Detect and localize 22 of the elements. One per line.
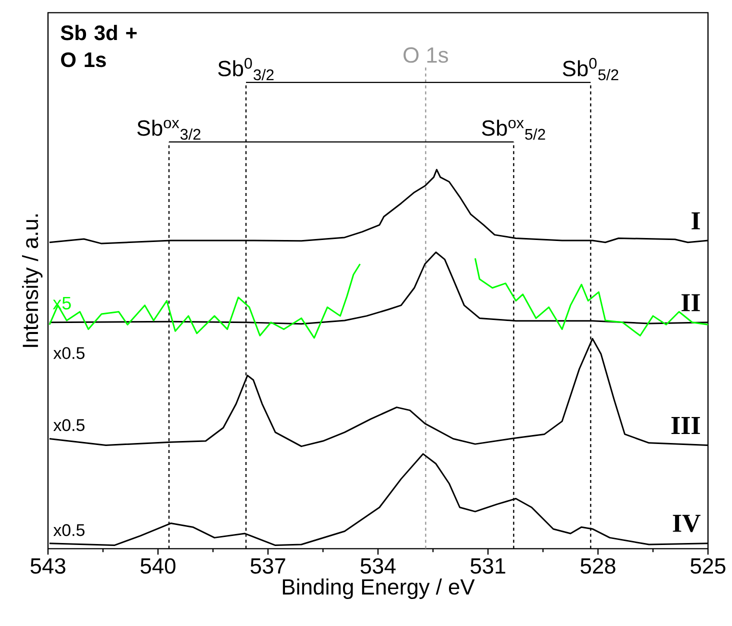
ref-line-label: Sb$^{0}$3/2 xyxy=(218,58,274,80)
chart-title: Sb 3d + O 1s xyxy=(60,24,137,68)
x-tick-label: 540 xyxy=(140,558,176,574)
x-axis-title: Binding Energy / eV xyxy=(282,578,475,599)
annotation: x0.5 xyxy=(53,419,84,432)
x-tick-label: 537 xyxy=(250,558,286,574)
x-tick-label: 531 xyxy=(470,558,506,574)
series-label: IV xyxy=(672,514,701,532)
x-tick-label: 534 xyxy=(360,558,396,574)
x-tick-label: 525 xyxy=(690,558,726,574)
x-tick-label: 528 xyxy=(580,558,616,574)
series-label: I xyxy=(692,212,700,230)
annotation: x0.5 xyxy=(53,347,84,360)
annotation: x0.5 xyxy=(53,524,84,536)
x-tick-label: 543 xyxy=(30,558,66,574)
ref-line-label: Sb$^{0}$5/2 xyxy=(562,58,618,80)
y-axis-title: Intensity / a.u. xyxy=(22,214,42,347)
ref-line-label: Sb$^{ox}$3/2 xyxy=(137,120,200,140)
series-label: III xyxy=(671,417,700,434)
ref-line-label: O 1s xyxy=(404,47,448,63)
ref-line-label: Sb$^{ox}$5/2 xyxy=(482,120,546,140)
series-label: II xyxy=(682,294,700,312)
